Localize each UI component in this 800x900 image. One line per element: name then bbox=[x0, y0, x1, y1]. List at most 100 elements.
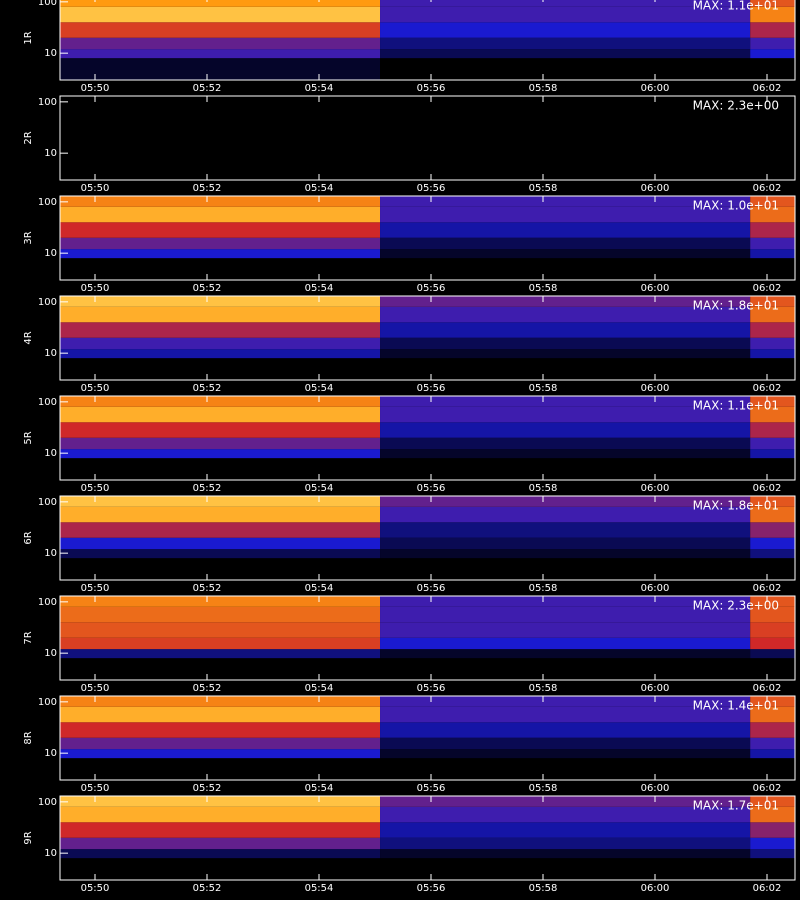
heatmap-cell bbox=[380, 737, 751, 750]
heatmap-cell bbox=[750, 506, 795, 523]
x-tick-label: 06:02 bbox=[753, 583, 782, 594]
y-tick-label: 10 bbox=[44, 648, 57, 659]
heatmap-cell bbox=[750, 796, 795, 807]
heatmap-cell bbox=[60, 237, 381, 250]
x-tick-label: 05:50 bbox=[81, 183, 110, 194]
heatmap-cell bbox=[60, 406, 381, 423]
x-tick-label: 05:52 bbox=[193, 183, 222, 194]
x-tick-label: 05:50 bbox=[81, 483, 110, 494]
heatmap-cell bbox=[60, 196, 381, 207]
x-tick-label: 05:56 bbox=[417, 583, 446, 594]
y-tick-label: 10 bbox=[44, 248, 57, 259]
x-tick-label: 05:50 bbox=[81, 83, 110, 94]
x-tick-label: 06:02 bbox=[753, 183, 782, 194]
x-tick-label: 05:58 bbox=[529, 83, 558, 94]
heatmap-cell bbox=[750, 437, 795, 450]
heatmap-cell bbox=[60, 549, 381, 559]
heatmap-cell bbox=[380, 296, 751, 307]
heatmap-cell bbox=[750, 637, 795, 650]
heatmap-cell bbox=[750, 149, 795, 159]
x-tick-label: 06:00 bbox=[641, 783, 670, 794]
heatmap-cell bbox=[380, 622, 751, 638]
heatmap-cell bbox=[750, 337, 795, 350]
x-tick-label: 05:50 bbox=[81, 883, 110, 894]
panel: 05:50 05:52 05:54 05:56 05:58 06:00 06:02 10 100… bbox=[23, 195, 796, 294]
heatmap-cell bbox=[750, 849, 795, 859]
heatmap-cell bbox=[750, 358, 795, 380]
x-tick-label: 06:00 bbox=[641, 883, 670, 894]
heatmap-cell bbox=[60, 437, 381, 450]
panel: 05:50 05:52 05:54 05:56 05:58 06:00 06:02 10 100… bbox=[23, 795, 796, 894]
y-tick-label: 100 bbox=[38, 0, 57, 8]
y-axis-label: 5R bbox=[23, 431, 34, 444]
heatmap-cell bbox=[380, 537, 751, 550]
heatmap-cell bbox=[60, 722, 381, 738]
heatmap-cell bbox=[380, 549, 751, 559]
x-tick-label: 06:02 bbox=[753, 783, 782, 794]
x-tick-label: 06:02 bbox=[753, 683, 782, 694]
heatmap-cell bbox=[60, 22, 381, 38]
heatmap-cell bbox=[60, 706, 381, 723]
heatmap-cell bbox=[380, 122, 751, 138]
x-tick-label: 06:02 bbox=[753, 283, 782, 294]
heatmap-cell bbox=[380, 196, 751, 207]
plot-frame bbox=[59, 95, 796, 181]
heatmap-cell bbox=[750, 249, 795, 259]
x-tick-label: 05:56 bbox=[417, 283, 446, 294]
heatmap-cell bbox=[60, 137, 381, 150]
heatmap-cell bbox=[60, 837, 381, 850]
heatmap-cell bbox=[750, 837, 795, 850]
heatmap-cell bbox=[380, 796, 751, 807]
heatmap-cell bbox=[60, 658, 381, 680]
heatmap-cell bbox=[750, 722, 795, 738]
x-tick-label: 05:58 bbox=[529, 483, 558, 494]
x-tick-label: 05:50 bbox=[81, 583, 110, 594]
heatmap-cell bbox=[380, 449, 751, 459]
heatmap-cell bbox=[750, 522, 795, 538]
heatmap-cell bbox=[60, 796, 381, 807]
heatmap-cell bbox=[60, 496, 381, 507]
heatmap-cell bbox=[60, 158, 381, 180]
heatmap-cell bbox=[380, 422, 751, 438]
heatmap-cell bbox=[380, 558, 751, 580]
heatmap-cell bbox=[60, 749, 381, 759]
heatmap-cell bbox=[750, 458, 795, 480]
x-tick-label: 05:50 bbox=[81, 683, 110, 694]
y-axis-label: 3R bbox=[23, 231, 34, 244]
heatmap-cell bbox=[60, 806, 381, 823]
y-axis-label: 9R bbox=[23, 831, 34, 844]
heatmap-cell bbox=[750, 122, 795, 138]
heatmap-cell bbox=[380, 749, 751, 759]
heatmap-cell bbox=[750, 737, 795, 750]
plot-frame bbox=[59, 595, 796, 681]
heatmap-cell bbox=[60, 296, 381, 307]
x-tick-label: 05:52 bbox=[193, 83, 222, 94]
x-tick-label: 05:54 bbox=[305, 483, 334, 494]
heatmap-cell bbox=[60, 0, 381, 7]
y-axis-label: 4R bbox=[23, 331, 34, 344]
x-tick-label: 05:56 bbox=[417, 83, 446, 94]
panel: 05:50 05:52 05:54 05:56 05:58 06:00 06:02 10 100… bbox=[23, 695, 796, 794]
heatmap-cell bbox=[750, 306, 795, 323]
heatmap-cell bbox=[60, 6, 381, 23]
heatmap-cell bbox=[750, 649, 795, 659]
y-tick-label: 10 bbox=[44, 348, 57, 359]
heatmap-cell bbox=[60, 506, 381, 523]
x-tick-label: 05:58 bbox=[529, 583, 558, 594]
heatmap-cell bbox=[60, 422, 381, 438]
heatmap-cell bbox=[750, 296, 795, 307]
heatmap-cell bbox=[750, 858, 795, 880]
x-tick-label: 06:02 bbox=[753, 83, 782, 94]
heatmap-cell bbox=[60, 649, 381, 659]
heatmap-cell bbox=[380, 0, 751, 7]
max-annotation: MAX: 1.8e+01 bbox=[693, 299, 779, 313]
x-tick-label: 06:02 bbox=[753, 383, 782, 394]
x-tick-label: 05:54 bbox=[305, 283, 334, 294]
heatmap-cell bbox=[380, 837, 751, 850]
heatmap-cell bbox=[60, 106, 381, 123]
y-tick-label: 100 bbox=[38, 597, 57, 608]
y-axis-label: 2R bbox=[23, 131, 34, 144]
heatmap-cell bbox=[750, 606, 795, 623]
max-annotation: MAX: 1.1e+01 bbox=[693, 399, 779, 413]
heatmap-cell bbox=[60, 849, 381, 859]
